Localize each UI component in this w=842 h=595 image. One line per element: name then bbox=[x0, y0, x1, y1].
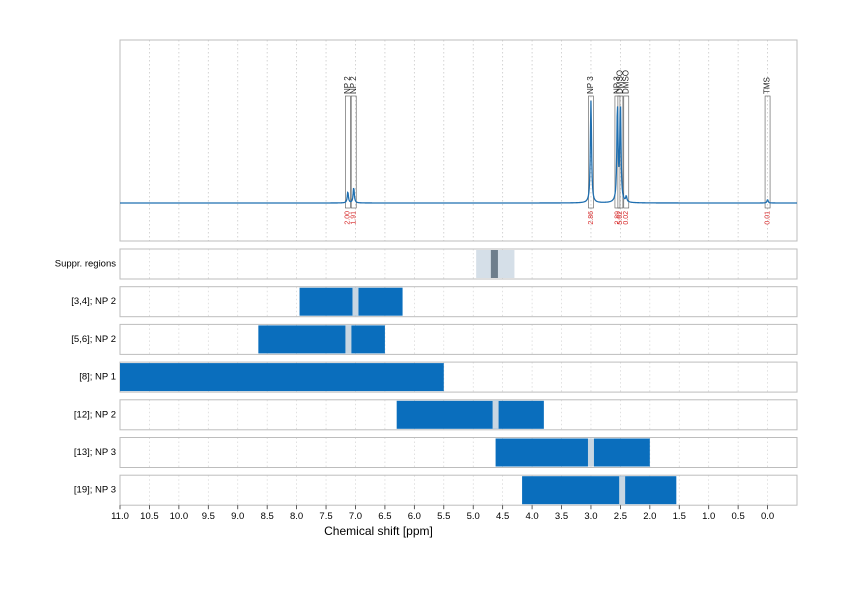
region-row: [8]; NP 1 bbox=[79, 361, 798, 393]
x-tick-label: 9.5 bbox=[202, 511, 215, 522]
spectrum-frame bbox=[119, 39, 798, 242]
row-label: [5,6]; NP 2 bbox=[71, 334, 116, 345]
integral-label: 0.01 bbox=[764, 211, 771, 225]
x-tick-label: 3.0 bbox=[584, 511, 597, 522]
row-label: [13]; NP 3 bbox=[74, 447, 116, 458]
x-tick-label: 4.5 bbox=[496, 511, 509, 522]
row-label: [8]; NP 1 bbox=[79, 372, 116, 383]
range-bar bbox=[120, 363, 444, 392]
peak-label: NP 2 bbox=[349, 76, 358, 94]
x-tick-label: 2.5 bbox=[614, 511, 627, 522]
grid-lines bbox=[119, 40, 768, 506]
row-frame bbox=[119, 437, 798, 468]
shift-marker bbox=[345, 325, 352, 354]
shift-marker bbox=[587, 438, 594, 467]
row-frame bbox=[119, 248, 798, 280]
x-axis-title: Chemical shift [ppm] bbox=[324, 524, 433, 538]
peak-label: DMSO bbox=[615, 70, 624, 94]
x-tick-label: 3.5 bbox=[555, 511, 568, 522]
x-tick-label: 5.5 bbox=[437, 511, 450, 522]
x-tick-label: 6.0 bbox=[408, 511, 421, 522]
x-tick-label: 0.0 bbox=[761, 511, 774, 522]
peak-box bbox=[623, 95, 630, 209]
x-tick-label: 8.0 bbox=[290, 511, 303, 522]
x-tick-label: 1.5 bbox=[673, 511, 686, 522]
integral-label: 2.89 bbox=[614, 211, 621, 225]
peak-box bbox=[764, 95, 771, 209]
range-bar bbox=[396, 400, 544, 429]
integral-label: 2.86 bbox=[588, 211, 595, 225]
peak-label: DMSO bbox=[621, 70, 630, 94]
row-label: [3,4]; NP 2 bbox=[71, 296, 116, 307]
integral-label: 1.91 bbox=[351, 211, 358, 225]
region-row: [12]; NP 2 bbox=[74, 399, 798, 431]
x-tick-label: 8.5 bbox=[261, 511, 274, 522]
shift-marker bbox=[492, 400, 499, 429]
integral-label: 0.02 bbox=[623, 211, 630, 225]
range-bar bbox=[299, 287, 403, 316]
integral-label: 2.00 bbox=[345, 211, 352, 225]
region-rows: Suppr. regions [3,4]; NP 2 [5,6]; NP 2 [8];… bbox=[55, 248, 798, 506]
region-row: [13]; NP 3 bbox=[74, 437, 798, 468]
x-tick-label: 2.0 bbox=[643, 511, 656, 522]
x-tick-label: 4.0 bbox=[525, 511, 538, 522]
shift-marker bbox=[619, 476, 626, 505]
x-tick-label: 7.5 bbox=[319, 511, 332, 522]
peak-box bbox=[588, 95, 594, 209]
peak-label: NP 3 bbox=[586, 76, 595, 94]
region-row: [5,6]; NP 2 bbox=[71, 323, 798, 355]
x-tick-label: 9.0 bbox=[231, 511, 244, 522]
range-bar bbox=[258, 325, 385, 354]
region-row: [19]; NP 3 bbox=[74, 474, 798, 506]
region-row: [3,4]; NP 2 bbox=[71, 286, 798, 318]
row-label: [19]; NP 3 bbox=[74, 485, 116, 496]
integral-label: 5.62 bbox=[617, 211, 624, 225]
integral-labels: 2.001.91 2.86 2.895.620.02 0.01 bbox=[345, 211, 772, 225]
x-tick-label: 11.0 bbox=[111, 511, 129, 522]
peak-label: NP 2 bbox=[343, 76, 352, 94]
x-axis: 11.0 10.5 10.0 9.5 9.0 8.5 8.0 7.5 7.0 6.5 6.0 5.5 5… bbox=[111, 505, 774, 522]
row-frame bbox=[119, 474, 798, 506]
shift-marker bbox=[352, 287, 359, 316]
x-tick-label: 6.5 bbox=[378, 511, 391, 522]
region-row: Suppr. regions bbox=[55, 248, 798, 280]
peak-box bbox=[350, 95, 357, 209]
x-tick-label: 10.0 bbox=[170, 511, 189, 522]
spectrum-line bbox=[120, 100, 797, 204]
x-tick-label: 5.0 bbox=[467, 511, 480, 522]
x-tick-label: 0.5 bbox=[732, 511, 745, 522]
row-label: [12]; NP 2 bbox=[74, 409, 116, 420]
range-bar bbox=[495, 438, 650, 467]
x-tick-label: 1.0 bbox=[702, 511, 715, 522]
row-frame bbox=[119, 399, 798, 431]
range-bar bbox=[522, 476, 677, 505]
row-frame bbox=[119, 323, 798, 355]
suppression-core bbox=[490, 250, 498, 278]
x-tick-label: 7.0 bbox=[349, 511, 362, 522]
x-tick-label: 10.5 bbox=[140, 511, 159, 522]
peak-label: TMS bbox=[763, 77, 772, 94]
row-label: Suppr. regions bbox=[55, 259, 117, 270]
row-frame bbox=[119, 286, 798, 318]
peak-box bbox=[345, 95, 351, 209]
peak-label: NP 3 bbox=[613, 76, 622, 94]
peak-boxes bbox=[345, 95, 771, 209]
